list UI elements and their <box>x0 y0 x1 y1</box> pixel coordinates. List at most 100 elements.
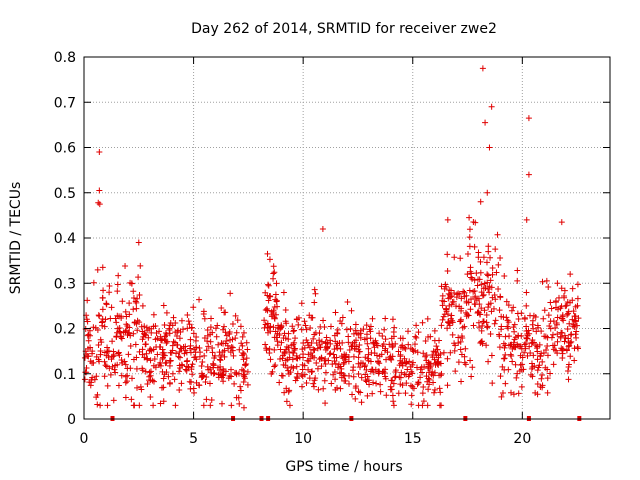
data-point <box>439 316 446 323</box>
data-point <box>405 328 412 335</box>
data-point <box>452 368 459 375</box>
data-point <box>469 275 476 282</box>
data-point <box>554 338 561 345</box>
data-point <box>352 321 359 328</box>
data-point <box>104 382 111 389</box>
data-point <box>390 402 397 409</box>
data-point <box>472 293 479 300</box>
data-point <box>480 285 487 292</box>
data-point <box>228 344 235 351</box>
data-point <box>392 367 399 374</box>
data-point <box>415 329 422 336</box>
data-point <box>163 340 170 347</box>
data-point <box>184 311 191 318</box>
data-point <box>89 374 96 381</box>
data-point <box>87 344 94 351</box>
data-point <box>401 355 408 362</box>
data-point <box>521 349 528 356</box>
data-point <box>183 367 190 374</box>
data-point <box>221 323 228 330</box>
data-point <box>298 372 305 379</box>
data-point <box>466 287 473 294</box>
data-point <box>495 286 502 293</box>
data-point <box>127 365 134 372</box>
data-point <box>273 298 280 305</box>
data-point <box>151 355 158 362</box>
data-point <box>237 323 244 330</box>
data-point <box>523 289 530 296</box>
data-point <box>103 301 110 308</box>
data-point <box>292 345 299 352</box>
data-point <box>442 281 449 288</box>
data-point <box>471 277 478 284</box>
data-point <box>139 346 146 353</box>
data-point <box>489 271 496 278</box>
data-point <box>436 385 443 392</box>
data-point <box>161 322 168 329</box>
data-point <box>371 344 378 351</box>
data-point <box>543 277 550 284</box>
data-point <box>332 309 339 316</box>
data-point <box>475 249 482 256</box>
data-point <box>233 329 240 336</box>
data-point <box>318 355 325 362</box>
data-point <box>512 334 519 341</box>
data-point <box>489 264 496 271</box>
data-point <box>510 324 517 331</box>
data-point <box>373 352 380 359</box>
data-point <box>483 342 490 349</box>
data-point <box>574 322 581 329</box>
data-point <box>305 358 312 365</box>
data-point <box>240 351 247 358</box>
data-point <box>361 363 368 370</box>
data-point <box>203 396 210 403</box>
data-point <box>444 355 451 362</box>
data-point <box>496 344 503 351</box>
data-point <box>165 373 172 380</box>
data-point <box>150 346 157 353</box>
data-point <box>81 376 88 383</box>
data-point <box>517 362 524 369</box>
data-point <box>479 322 486 329</box>
data-point <box>110 397 117 404</box>
data-point <box>122 379 129 386</box>
data-point <box>262 306 269 313</box>
data-point <box>311 286 318 293</box>
data-point <box>574 281 581 288</box>
data-point <box>498 313 505 320</box>
data-point <box>198 370 205 377</box>
data-point <box>413 334 420 341</box>
data-point <box>534 356 541 363</box>
data-point <box>437 389 444 396</box>
data-point <box>538 375 545 382</box>
data-point <box>237 387 244 394</box>
data-point <box>457 346 464 353</box>
data-point <box>455 359 462 366</box>
data-point <box>324 343 331 350</box>
data-point <box>292 377 299 384</box>
data-point <box>337 363 344 370</box>
data-point <box>507 351 514 358</box>
data-point <box>338 374 345 381</box>
data-point <box>212 325 219 332</box>
data-point <box>364 392 371 399</box>
data-point <box>448 312 455 319</box>
data-point <box>178 361 185 368</box>
data-point <box>548 305 555 312</box>
data-point <box>339 355 346 362</box>
data-point <box>267 293 274 300</box>
data-point <box>544 375 551 382</box>
data-point <box>484 324 491 331</box>
data-point <box>332 376 339 383</box>
data-point <box>466 226 473 233</box>
data-point <box>193 379 200 386</box>
data-point <box>530 352 537 359</box>
data-point <box>219 371 226 378</box>
data-point <box>546 322 553 329</box>
data-point <box>265 282 272 289</box>
data-point <box>541 307 548 314</box>
data-point <box>367 335 374 342</box>
data-point <box>152 323 159 330</box>
data-point <box>133 305 140 312</box>
data-point <box>430 379 437 386</box>
